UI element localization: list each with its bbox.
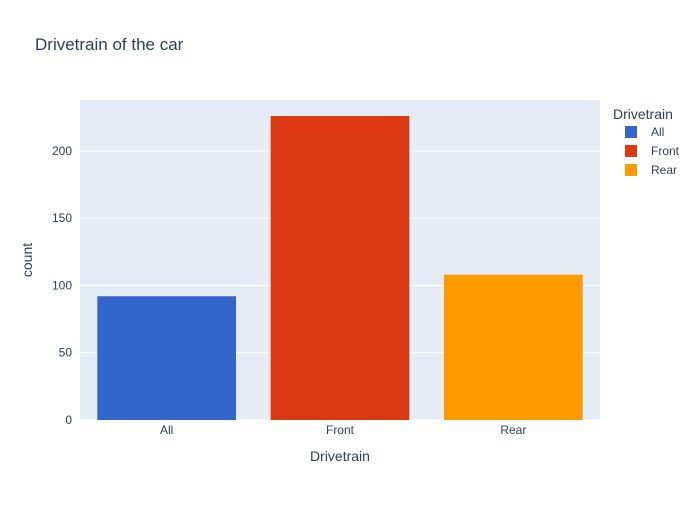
legend-swatch [625,164,637,176]
y-axis-ticks: 0 50 100 150 200 [52,144,72,427]
y-tick-label: 50 [59,346,73,360]
y-tick-label: 0 [65,413,72,427]
x-axis-title: Drivetrain [310,448,370,464]
legend-swatch [625,126,637,138]
legend: Drivetrain All Front Rear [613,106,680,177]
bar-front [270,116,410,421]
bar-all [97,296,236,420]
bars [97,116,583,421]
x-axis-ticks: All Front Rear [160,423,526,437]
legend-label: Front [651,144,680,158]
legend-swatch [625,145,637,157]
legend-items: All Front Rear [625,125,680,177]
y-axis-title: count [19,243,35,277]
legend-label: All [651,125,664,139]
legend-label: Rear [651,163,677,177]
y-tick-label: 100 [52,278,72,292]
bar-rear [444,274,583,420]
y-tick-label: 200 [52,144,72,158]
x-tick-label: All [160,423,173,437]
x-tick-label: Front [326,423,355,437]
chart-title: Drivetrain of the car [35,35,184,54]
y-tick-label: 150 [52,211,72,225]
x-tick-label: Rear [500,423,526,437]
legend-title: Drivetrain [613,106,673,122]
